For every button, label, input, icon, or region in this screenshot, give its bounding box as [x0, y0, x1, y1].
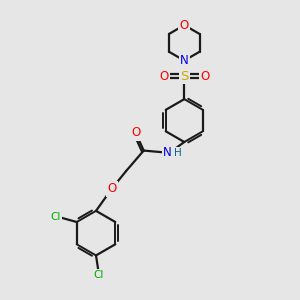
Text: O: O: [200, 70, 209, 83]
Text: O: O: [159, 70, 168, 83]
Text: O: O: [131, 126, 140, 140]
Text: S: S: [180, 70, 188, 83]
Text: N: N: [180, 54, 189, 67]
Text: O: O: [107, 182, 116, 195]
Text: O: O: [180, 19, 189, 32]
Text: N: N: [163, 146, 172, 159]
Text: H: H: [174, 148, 181, 158]
Text: Cl: Cl: [94, 270, 104, 280]
Text: Cl: Cl: [51, 212, 61, 222]
